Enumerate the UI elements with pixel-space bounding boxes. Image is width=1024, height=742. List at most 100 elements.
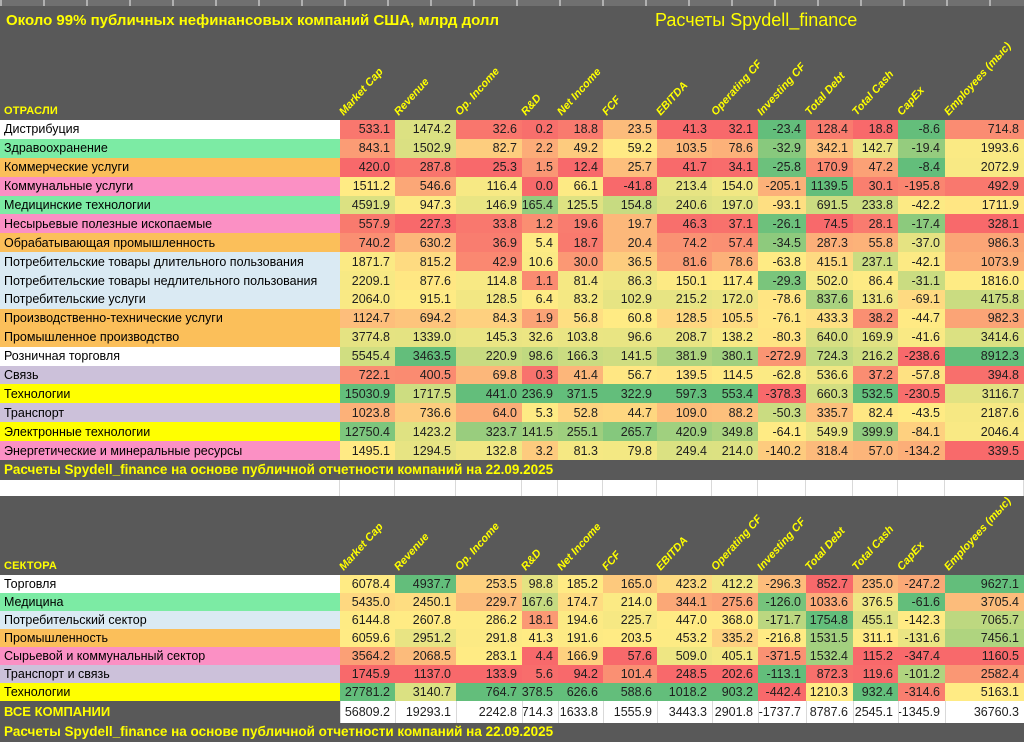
value-cell[interactable]: 5.6 (522, 664, 558, 683)
value-cell[interactable]: 174.7 (558, 592, 603, 611)
value-cell[interactable]: -19.4 (898, 138, 945, 158)
value-cell[interactable]: -23.4 (758, 120, 806, 139)
value-cell[interactable]: 5435.0 (340, 592, 395, 611)
value-cell[interactable]: 1754.8 (806, 610, 853, 629)
row-label[interactable]: Транспорт и связь (0, 664, 340, 683)
value-cell[interactable]: 57.4 (712, 233, 758, 253)
value-cell[interactable]: 81.3 (558, 441, 603, 461)
value-cell[interactable]: -442.4 (758, 682, 806, 701)
value-cell[interactable]: -31.1 (898, 271, 945, 291)
value-cell[interactable]: 694.2 (395, 308, 456, 328)
value-cell[interactable]: 275.6 (712, 592, 758, 611)
value-cell[interactable]: 18.1 (522, 610, 558, 629)
value-cell[interactable]: -131.6 (898, 628, 945, 647)
value-cell[interactable]: 194.6 (558, 610, 603, 629)
column-header-10[interactable]: Total Debt (803, 70, 848, 118)
value-cell[interactable]: -296.3 (758, 574, 806, 593)
value-cell[interactable]: -238.6 (898, 346, 945, 366)
value-cell[interactable]: 23.5 (603, 120, 657, 139)
value-cell[interactable]: 18.8 (853, 120, 898, 139)
column-header-2[interactable]: Revenue (392, 75, 432, 118)
row-label[interactable]: Коммерческие услуги (0, 157, 340, 177)
row-label[interactable]: Транспорт (0, 403, 340, 423)
value-cell[interactable]: 903.2 (712, 682, 758, 701)
value-cell[interactable]: -8.6 (898, 120, 945, 139)
value-cell[interactable]: 837.6 (806, 290, 853, 309)
value-cell[interactable]: 557.9 (340, 214, 395, 234)
value-cell[interactable]: 453.2 (657, 628, 712, 647)
value-cell[interactable]: 291.8 (456, 628, 522, 647)
value-cell[interactable]: 412.2 (712, 574, 758, 593)
value-cell[interactable]: 208.7 (657, 327, 712, 347)
value-cell[interactable]: 815.2 (395, 252, 456, 272)
value-cell[interactable]: 229.7 (456, 592, 522, 611)
value-cell[interactable]: 843.1 (340, 138, 395, 158)
value-cell[interactable]: 103.5 (657, 138, 712, 158)
value-cell[interactable]: 103.8 (558, 327, 603, 347)
value-cell[interactable]: 4.4 (522, 646, 558, 665)
value-cell[interactable]: 877.6 (395, 271, 456, 291)
value-cell[interactable]: 1871.7 (340, 252, 395, 272)
value-cell[interactable]: 133.9 (456, 664, 522, 683)
value-cell[interactable]: 141.5 (522, 422, 558, 442)
row-label[interactable]: Медицинские технологии (0, 195, 340, 215)
value-cell[interactable]: 167.6 (522, 592, 558, 611)
value-cell[interactable]: 2068.5 (395, 646, 456, 665)
column-header-9[interactable]: Investing CF (755, 60, 809, 118)
total-value-cell[interactable]: 1555.9 (603, 700, 657, 723)
value-cell[interactable]: -57.8 (898, 365, 945, 385)
row-label[interactable]: Сырьевой и коммунальный сектор (0, 646, 340, 665)
value-cell[interactable]: 116.4 (456, 176, 522, 196)
value-cell[interactable]: -93.1 (758, 195, 806, 215)
row-label[interactable]: Потребительские услуги (0, 290, 340, 309)
value-cell[interactable]: 915.1 (395, 290, 456, 309)
value-cell[interactable]: 7456.1 (945, 628, 1024, 647)
value-cell[interactable]: 41.4 (558, 365, 603, 385)
value-cell[interactable]: 236.9 (522, 384, 558, 404)
value-cell[interactable]: 74.5 (806, 214, 853, 234)
value-cell[interactable]: 98.8 (522, 574, 558, 593)
value-cell[interactable]: 66.1 (558, 176, 603, 196)
value-cell[interactable]: -272.9 (758, 346, 806, 366)
value-cell[interactable]: 15030.9 (340, 384, 395, 404)
value-cell[interactable]: 546.6 (395, 176, 456, 196)
value-cell[interactable]: -62.8 (758, 365, 806, 385)
value-cell[interactable]: 142.7 (853, 138, 898, 158)
value-cell[interactable]: 4937.7 (395, 574, 456, 593)
value-cell[interactable]: 3.2 (522, 441, 558, 461)
row-label[interactable]: Медицина (0, 592, 340, 611)
value-cell[interactable]: 25.7 (603, 157, 657, 177)
total-value-cell[interactable]: 2545.1 (853, 700, 898, 723)
value-cell[interactable]: 932.4 (853, 682, 898, 701)
value-cell[interactable]: 1.1 (522, 271, 558, 291)
value-cell[interactable]: -43.5 (898, 403, 945, 423)
value-cell[interactable]: 56.7 (603, 365, 657, 385)
value-cell[interactable]: 1502.9 (395, 138, 456, 158)
value-cell[interactable]: 46.3 (657, 214, 712, 234)
value-cell[interactable]: 1.2 (522, 214, 558, 234)
value-cell[interactable]: -371.5 (758, 646, 806, 665)
value-cell[interactable]: 30.0 (558, 252, 603, 272)
value-cell[interactable]: 311.1 (853, 628, 898, 647)
value-cell[interactable]: 170.9 (806, 157, 853, 177)
value-cell[interactable]: 216.2 (853, 346, 898, 366)
value-cell[interactable]: 114.8 (456, 271, 522, 291)
value-cell[interactable]: 287.3 (806, 233, 853, 253)
value-cell[interactable]: 533.1 (340, 120, 395, 139)
value-cell[interactable]: 2187.6 (945, 403, 1024, 423)
value-cell[interactable]: 1210.3 (806, 682, 853, 701)
value-cell[interactable]: 3414.6 (945, 327, 1024, 347)
value-cell[interactable]: 0.2 (522, 120, 558, 139)
value-cell[interactable]: 6078.4 (340, 574, 395, 593)
value-cell[interactable]: 283.1 (456, 646, 522, 665)
value-cell[interactable]: 1745.9 (340, 664, 395, 683)
value-cell[interactable]: 2209.1 (340, 271, 395, 291)
value-cell[interactable]: 536.6 (806, 365, 853, 385)
value-cell[interactable]: 202.6 (712, 664, 758, 683)
value-cell[interactable]: 1495.1 (340, 441, 395, 461)
value-cell[interactable]: 125.5 (558, 195, 603, 215)
value-cell[interactable]: 630.2 (395, 233, 456, 253)
value-cell[interactable]: 549.9 (806, 422, 853, 442)
value-cell[interactable]: 191.6 (558, 628, 603, 647)
value-cell[interactable]: -134.2 (898, 441, 945, 461)
